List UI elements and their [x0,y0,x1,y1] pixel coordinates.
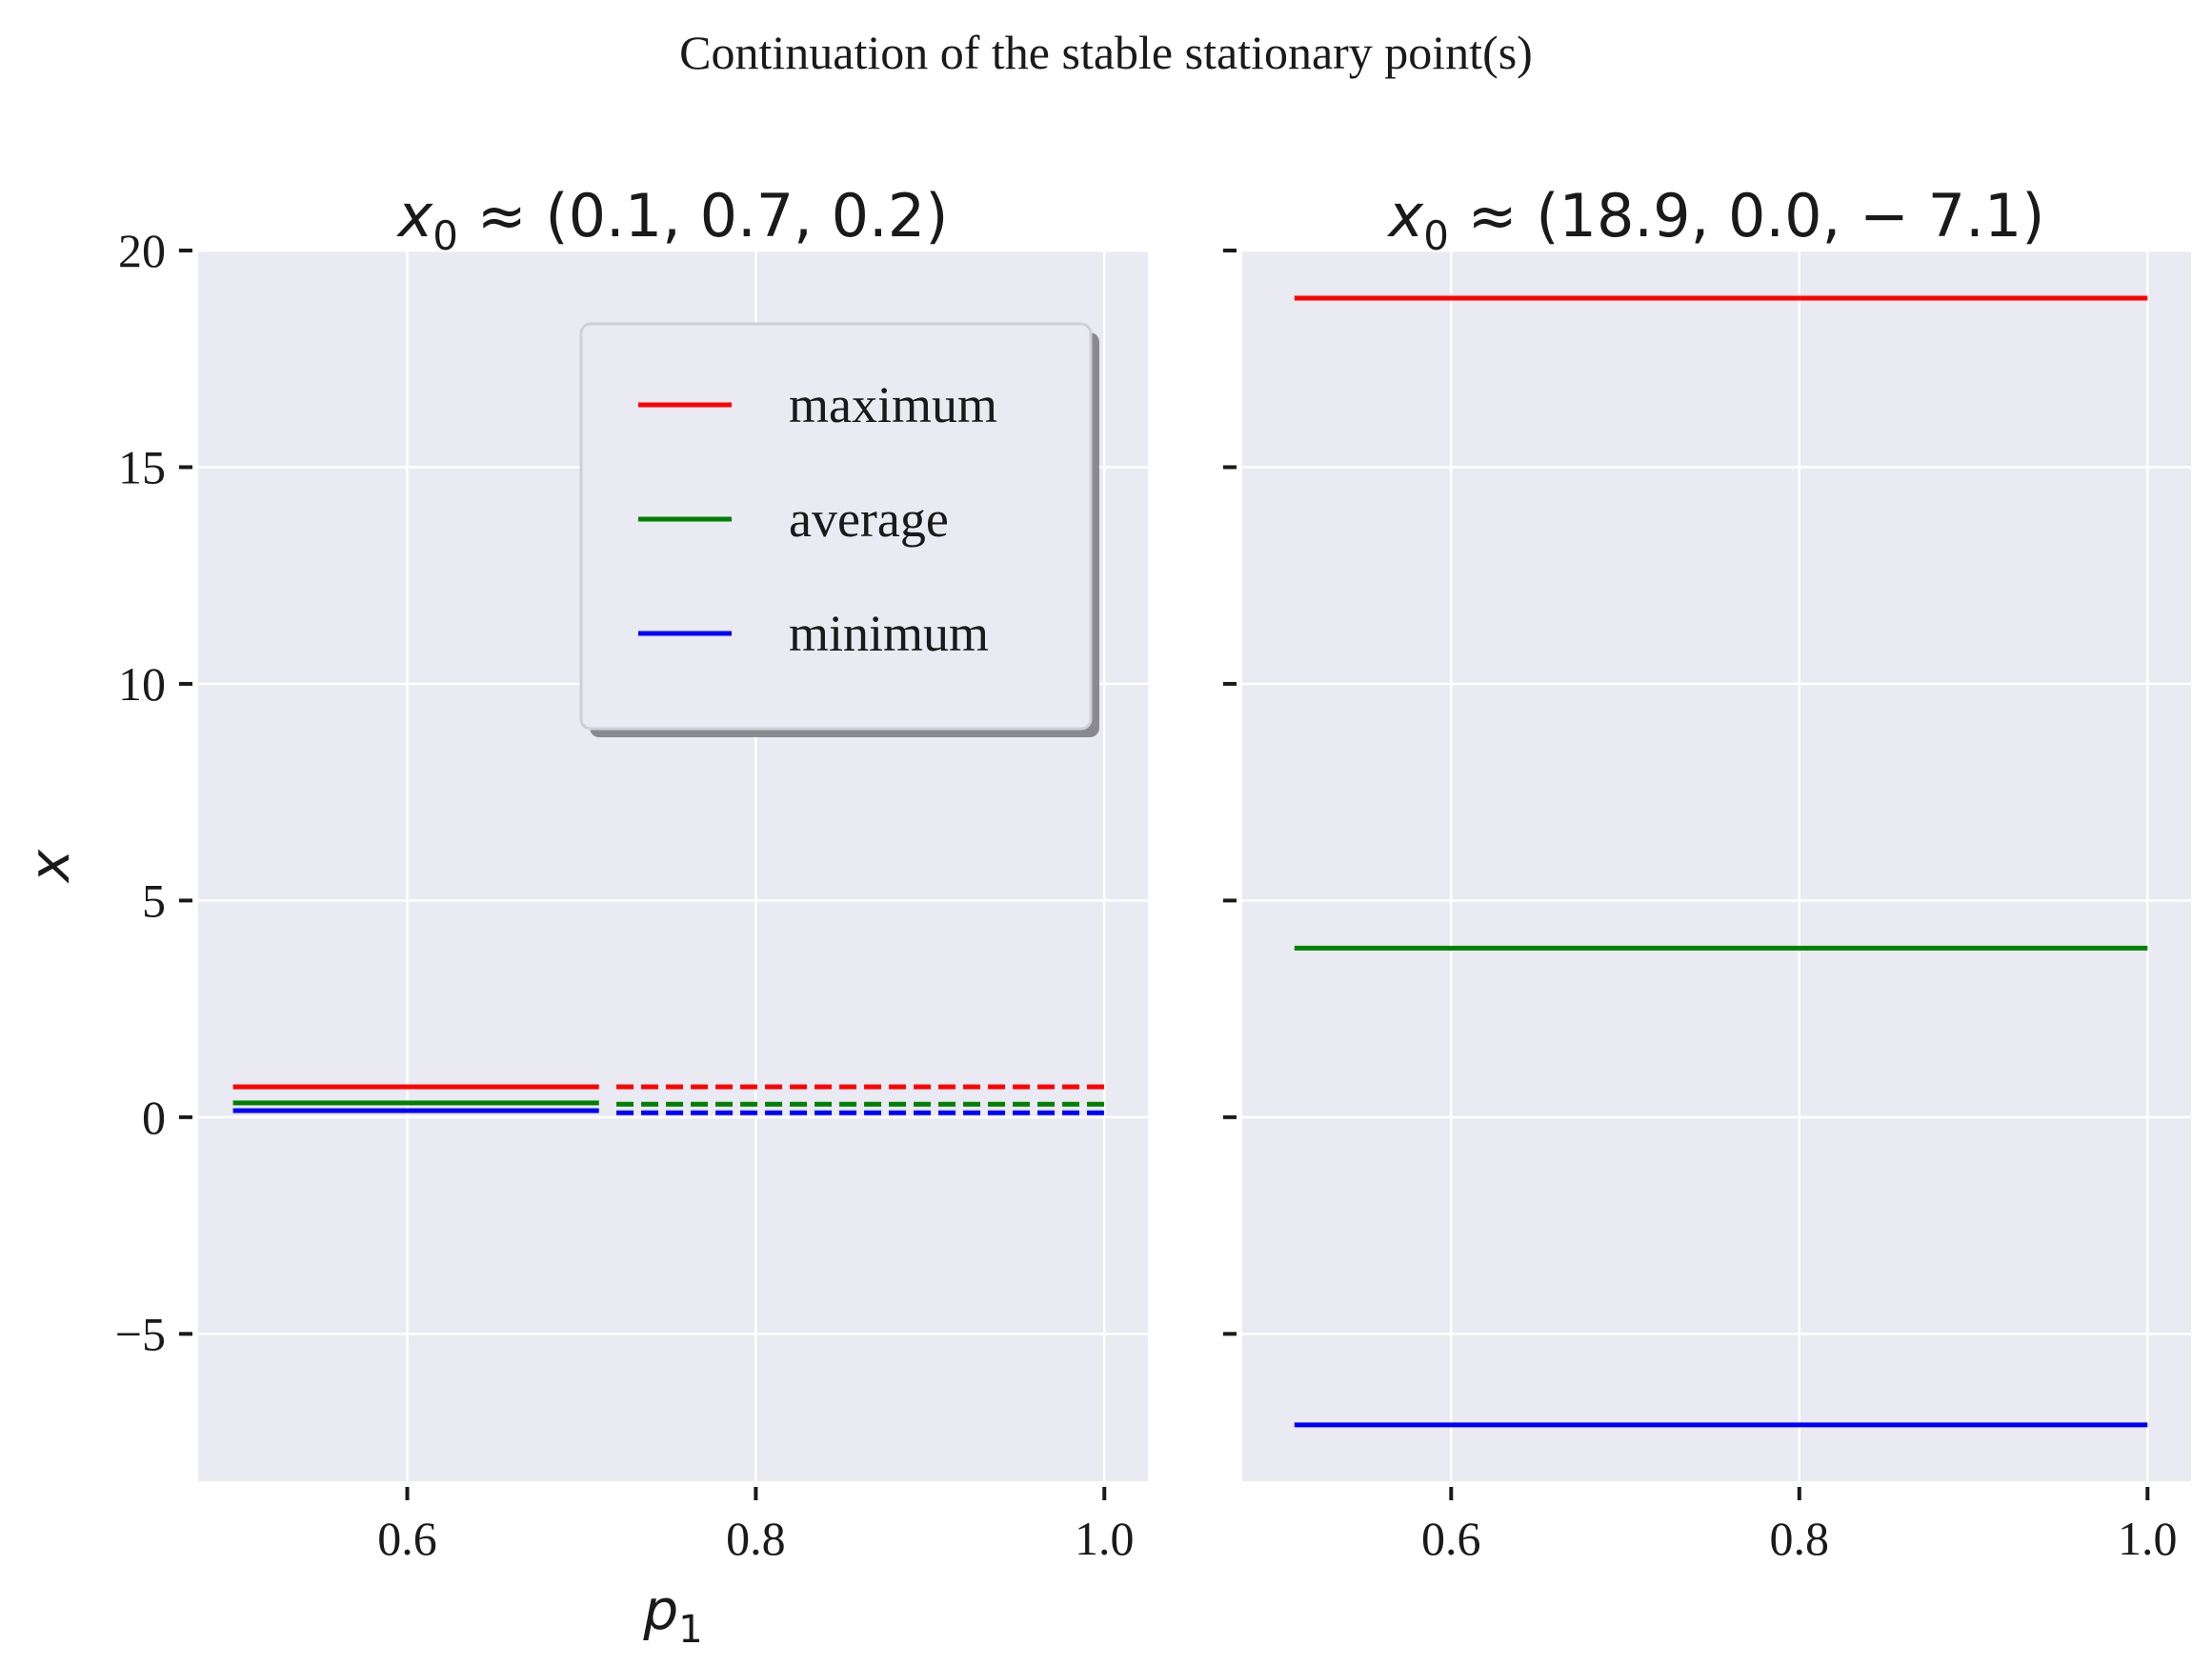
legend-label-minimum: minimum [789,605,989,662]
x-tick-label: 0.6 [1421,1512,1481,1565]
y-tick-label: 20 [118,224,166,277]
legend-label-average: average [789,491,949,548]
panel-title: x0 ≈ (18.9, 0.0, − 7.1) [1387,181,2045,259]
legend: maximum average minimum [579,322,1099,737]
x-tick-label: 1.0 [2118,1512,2178,1565]
y-axis-label: x [17,849,82,884]
plot-background [1242,251,2191,1481]
x-tick-label: 0.6 [377,1512,437,1565]
x-tick-label: 0.8 [726,1512,786,1565]
y-tick-label: 0 [142,1091,166,1144]
panel-1: 0.6 0.8 1.0 −5 0 5 10 15 20 x0 ≈ (0.1, 0.7, 0.2) p… [17,181,1148,1652]
figure-suptitle: Continuation of the stable stationary po… [679,26,1533,79]
panel-2: 0.6 0.8 1.0 x0 ≈ (18.9, 0.0, − 7.1) [1223,181,2191,1565]
y-tick-label: 10 [118,657,166,711]
y-tick-label: −5 [115,1307,166,1360]
legend-box [579,322,1093,731]
x-axis-label: p1 [642,1577,702,1652]
x-tick-label: 1.0 [1075,1512,1135,1565]
legend-label-maximum: maximum [789,376,997,433]
y-tick-label: 5 [142,873,166,927]
panels: 0.6 0.8 1.0 −5 0 5 10 15 20 x0 ≈ (0.1, 0.7, 0.2) p… [17,181,2191,1652]
y-tick-label: 15 [118,440,166,493]
x-tick-label: 0.8 [1770,1512,1830,1565]
panel-title: x0 ≈ (0.1, 0.7, 0.2) [396,181,949,259]
